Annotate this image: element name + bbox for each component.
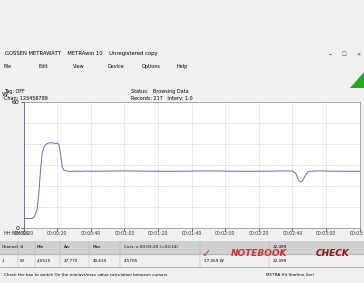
Text: 00:01:00: 00:01:00: [114, 231, 135, 236]
Text: CHECK: CHECK: [316, 250, 350, 258]
Text: 00:02:20: 00:02:20: [249, 231, 269, 236]
Text: 1: 1: [2, 259, 4, 263]
Text: Tag: OFF: Tag: OFF: [4, 89, 24, 95]
Text: 00:00:40: 00:00:40: [81, 231, 101, 236]
Text: #: #: [20, 245, 24, 250]
Text: 27.775: 27.775: [64, 259, 78, 263]
Text: Min: Min: [36, 245, 44, 250]
Text: Curs: x 00:03:20 (=03:14): Curs: x 00:03:20 (=03:14): [124, 245, 178, 250]
Polygon shape: [350, 72, 364, 88]
Text: 00:00:00: 00:00:00: [13, 231, 34, 236]
Text: 22.499: 22.499: [273, 245, 287, 250]
Text: ✓: ✓: [202, 249, 211, 259]
Text: 00:01:20: 00:01:20: [148, 231, 168, 236]
Text: 4.0515: 4.0515: [36, 259, 51, 263]
Text: HH:MM:SS: HH:MM:SS: [4, 231, 29, 236]
Bar: [0, 241, 364, 254]
Text: View: View: [73, 64, 84, 69]
Text: 00:02:00: 00:02:00: [215, 231, 236, 236]
Text: Options: Options: [142, 64, 161, 69]
Text: 00:01:40: 00:01:40: [182, 231, 202, 236]
Text: Channel: Channel: [2, 245, 19, 250]
Text: 00:03:00: 00:03:00: [316, 231, 336, 236]
Text: 40.619: 40.619: [93, 259, 107, 263]
Text: 00:03:20: 00:03:20: [349, 231, 364, 236]
Text: Status:   Browsing Data: Status: Browsing Data: [131, 89, 189, 95]
Text: W: W: [20, 259, 24, 263]
Text: Avr: Avr: [64, 245, 71, 250]
Text: □: □: [342, 52, 346, 57]
Text: W: W: [2, 92, 8, 97]
Text: Chan: 123456789: Chan: 123456789: [4, 97, 47, 101]
Text: GOSSEN METRAWATT    METRAwin 10    Unregistered copy: GOSSEN METRAWATT METRAwin 10 Unregistere…: [5, 52, 158, 57]
Text: 4.5705: 4.5705: [124, 259, 138, 263]
Text: 00:02:40: 00:02:40: [282, 231, 302, 236]
Text: Device: Device: [107, 64, 124, 69]
Text: Records: 217   Interv: 1.0: Records: 217 Interv: 1.0: [131, 97, 193, 101]
Text: Check the box to switch On the min/avr/max value calculation between cursors: Check the box to switch On the min/avr/m…: [4, 273, 167, 277]
Text: File: File: [4, 64, 12, 69]
Text: Help: Help: [177, 64, 188, 69]
Text: ─: ─: [328, 52, 331, 57]
Text: METRA Hit Starline-Seri: METRA Hit Starline-Seri: [266, 273, 314, 277]
Text: Max: Max: [93, 245, 101, 250]
Text: 27.069 W: 27.069 W: [204, 259, 223, 263]
Text: NOTEBOOK: NOTEBOOK: [230, 250, 287, 258]
Text: 00:00:20: 00:00:20: [47, 231, 67, 236]
Text: 22.499: 22.499: [273, 259, 287, 263]
Text: ✕: ✕: [356, 52, 361, 57]
Text: Edit: Edit: [38, 64, 48, 69]
